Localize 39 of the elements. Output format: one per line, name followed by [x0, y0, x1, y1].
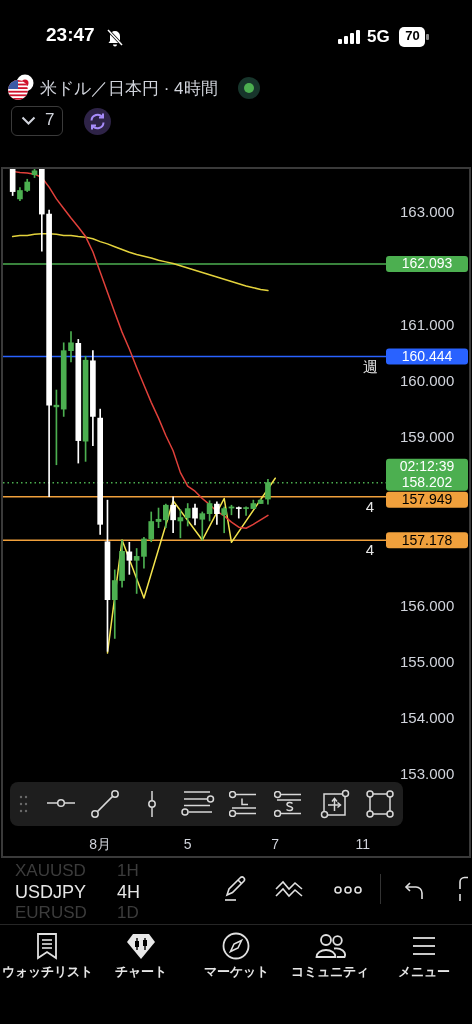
text: マーケット — [203, 965, 269, 980]
text: コミュニティ — [291, 965, 369, 980]
text: 7 — [45, 110, 55, 130]
text: 70 — [405, 28, 420, 44]
text: メニュー — [398, 965, 450, 980]
y-tick-label: 155.000 — [400, 652, 455, 670]
y-tick-label: 154.000 — [400, 708, 455, 726]
candlestick — [235, 506, 242, 519]
annotation: 4 — [365, 541, 375, 559]
text: ウォッチリスト — [1, 965, 93, 980]
text: 02:12:39 — [399, 457, 455, 474]
ref-line-label: 162.093 — [401, 255, 453, 272]
y-tick-label: 163.000 — [400, 203, 455, 221]
text: EURUSD — [15, 903, 87, 923]
annotation: 週 — [362, 357, 378, 375]
annotation: 4 — [365, 497, 375, 515]
y-tick-label: 161.000 — [400, 315, 455, 333]
y-tick-label: 153.000 — [400, 765, 455, 783]
ref-line-label: 157.949 — [401, 490, 453, 507]
text: XAUUSD — [15, 861, 86, 881]
ref-line-label: 158.202 — [401, 473, 453, 490]
text: 1H — [117, 861, 139, 881]
candlestick — [243, 506, 249, 516]
text: 23:47 — [46, 24, 95, 46]
x-tick-label: 7 — [271, 836, 280, 853]
text: 4H — [117, 882, 141, 903]
x-tick-label: 11 — [355, 836, 371, 853]
x-tick-label: 5 — [183, 836, 192, 853]
y-tick-label: 160.000 — [400, 371, 455, 389]
y-tick-label: 159.000 — [400, 427, 455, 445]
y-tick-label: 156.000 — [400, 596, 455, 614]
text: USDJPY — [15, 882, 87, 903]
ref-line-label: 157.178 — [401, 531, 453, 548]
text: 1D — [117, 903, 139, 923]
text: チャート — [115, 965, 167, 980]
x-tick-label: 8月 — [89, 836, 112, 853]
text: 5G — [367, 27, 390, 47]
chart-title: 米ドル／日本円 · 4時間 — [40, 79, 218, 99]
ref-line-label: 160.444 — [401, 347, 453, 364]
